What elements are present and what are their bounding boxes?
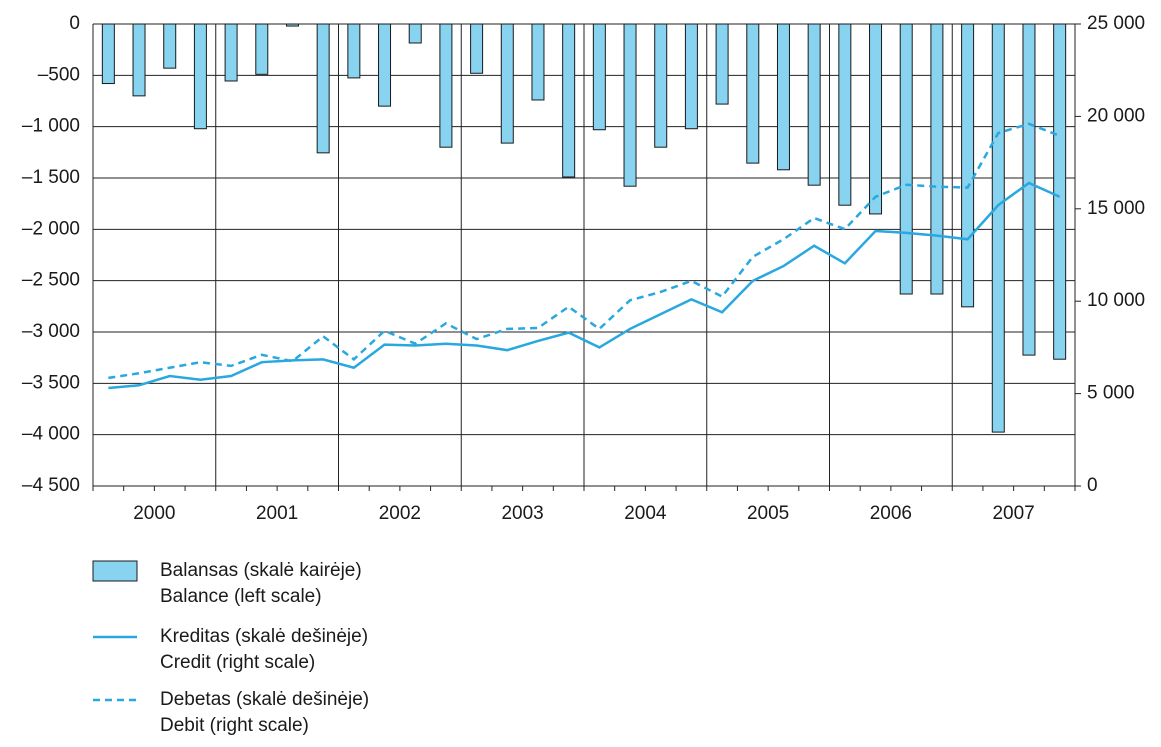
y2-tick-label: 20 000	[1087, 105, 1145, 126]
legend-label: Balance (left scale)	[160, 586, 322, 607]
x-tick-label: 2007	[992, 503, 1034, 524]
x-tick-label: 2000	[133, 503, 175, 524]
legend-label: Debetas (skalė dešinėje)	[160, 689, 369, 710]
y2-tick-label: 15 000	[1087, 198, 1145, 219]
legend-label: Kreditas (skalė dešinėje)	[160, 626, 368, 647]
bar	[347, 23, 361, 79]
y-tick-label: –4 500	[22, 475, 80, 496]
bar	[654, 23, 668, 148]
bar	[163, 23, 177, 69]
bar	[193, 23, 207, 130]
bar	[715, 23, 729, 105]
bar	[746, 23, 760, 164]
bar	[316, 23, 330, 154]
y-tick-label: –3 500	[22, 372, 80, 393]
bar	[224, 23, 238, 82]
legend-label: Balansas (skalė kairėje)	[160, 560, 362, 581]
x-tick-label: 2004	[624, 503, 667, 524]
bar	[592, 23, 606, 131]
bar	[961, 23, 975, 308]
legend-label: Credit (right scale)	[160, 652, 315, 673]
line	[108, 122, 1061, 380]
bar	[899, 23, 913, 295]
y-tick-label: –4 000	[22, 424, 80, 445]
bar	[623, 23, 637, 187]
bar	[776, 23, 790, 171]
x-tick-label: 2005	[747, 503, 789, 524]
y-tick-label: –2 500	[22, 270, 80, 291]
bar	[838, 23, 852, 206]
y-tick-label: –500	[38, 64, 80, 85]
line	[108, 181, 1061, 390]
bar	[439, 23, 453, 148]
x-tick-label: 2003	[501, 503, 543, 524]
y2-tick-label: 25 000	[1087, 13, 1145, 34]
legend-label: Debit (right scale)	[160, 715, 309, 736]
bar	[408, 23, 422, 44]
bar	[132, 23, 146, 97]
y-tick-label: –1 000	[22, 116, 80, 137]
bar	[285, 23, 299, 27]
bar	[1022, 23, 1036, 356]
bar	[531, 23, 545, 101]
bar	[255, 23, 269, 75]
bar	[869, 23, 883, 215]
x-tick-label: 2002	[379, 503, 421, 524]
bar	[500, 23, 514, 144]
bar	[562, 23, 576, 178]
bar	[1053, 23, 1067, 360]
y-tick-label: –1 500	[22, 167, 80, 188]
legend-swatch	[92, 560, 138, 582]
bar	[991, 23, 1005, 433]
y2-tick-label: 10 000	[1087, 290, 1145, 311]
x-tick-label: 2006	[870, 503, 912, 524]
y2-tick-label: 5 000	[1087, 383, 1135, 404]
bar	[378, 23, 392, 107]
y-tick-label: –2 000	[22, 218, 80, 239]
y-tick-label: –3 000	[22, 321, 80, 342]
bar	[101, 23, 115, 85]
bar	[930, 23, 944, 295]
y-tick-label: 0	[69, 13, 80, 34]
x-tick-label: 2001	[256, 503, 298, 524]
y2-tick-label: 0	[1087, 475, 1098, 496]
bar	[470, 23, 484, 74]
bar	[684, 23, 698, 130]
bar	[807, 23, 821, 186]
